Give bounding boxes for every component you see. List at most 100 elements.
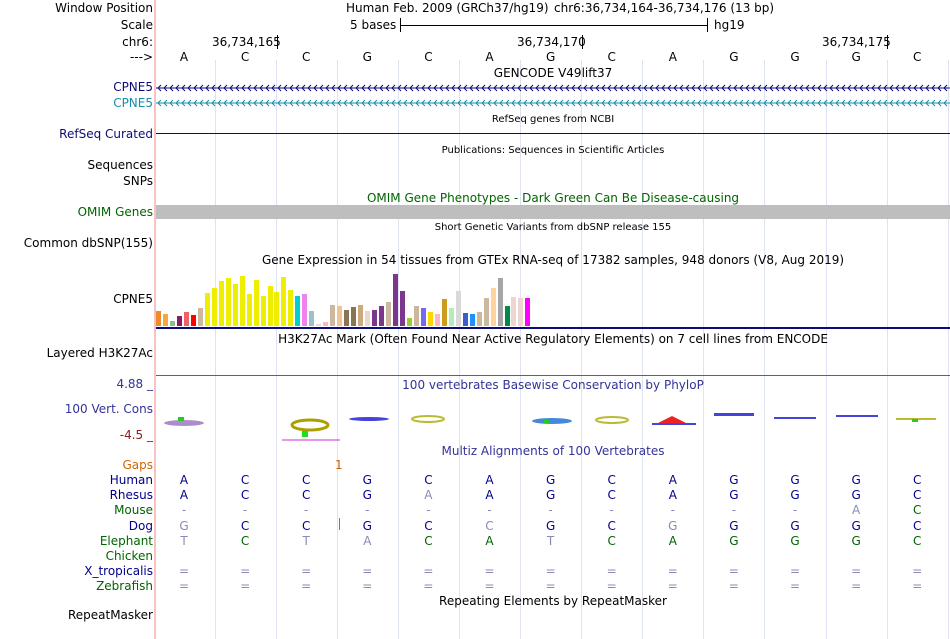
gtex-bar[interactable] — [156, 311, 161, 326]
alignment-base: A — [485, 533, 494, 548]
gtex-bar[interactable] — [393, 274, 398, 326]
gtex-bar[interactable] — [295, 296, 300, 326]
gtex-bar[interactable] — [316, 324, 321, 326]
dbsnp-track-title[interactable]: Short Genetic Variants from dbSNP releas… — [434, 222, 672, 233]
gtex-gene-label[interactable]: CPNE5 — [113, 292, 153, 306]
gtex-bar[interactable] — [372, 310, 377, 326]
species-label[interactable]: Human — [109, 473, 153, 487]
vert-cons-label[interactable]: 100 Vert. Cons — [64, 402, 153, 416]
cpne5-transcript-2[interactable] — [156, 97, 950, 109]
omim-track-title[interactable]: OMIM Gene Phenotypes - Dark Green Can Be… — [366, 191, 740, 205]
phylop-track-title[interactable]: 100 vertebrates Basewise Conservation by… — [402, 378, 704, 392]
common-dbsnp-label[interactable]: Common dbSNP(155) — [23, 236, 153, 250]
gtex-bar[interactable] — [505, 306, 510, 326]
gtex-bar[interactable] — [511, 297, 516, 326]
coord-tick-mark-2 — [582, 35, 583, 49]
gtex-bar[interactable] — [498, 278, 503, 326]
gtex-bar[interactable] — [205, 293, 210, 326]
gtex-bar[interactable] — [302, 294, 307, 326]
gtex-bar[interactable] — [281, 277, 286, 326]
gtex-bar[interactable] — [170, 321, 175, 326]
gtex-bar[interactable] — [219, 281, 224, 326]
gtex-bar[interactable] — [191, 315, 196, 326]
h3k27ac-track-title[interactable]: H3K27Ac Mark (Often Found Near Active Re… — [278, 332, 828, 346]
gtex-bar[interactable] — [198, 308, 203, 326]
gtex-bar[interactable] — [449, 308, 454, 326]
gtex-bar[interactable] — [435, 314, 440, 326]
omim-genes-label[interactable]: OMIM Genes — [77, 205, 153, 219]
gtex-bar[interactable] — [184, 312, 189, 326]
gtex-bar[interactable] — [288, 290, 293, 326]
repeatmasker-label[interactable]: RepeatMasker — [67, 608, 153, 622]
grid-line — [276, 60, 277, 639]
gtex-bar[interactable] — [491, 288, 496, 326]
gtex-bar[interactable] — [226, 278, 231, 326]
cpne5-gene-label-1[interactable]: CPNE5 — [113, 80, 153, 94]
refseq-track-title[interactable]: RefSeq genes from NCBI — [491, 114, 615, 125]
gtex-track-title[interactable]: Gene Expression in 54 tissues from GTEx … — [261, 253, 845, 267]
gtex-bar[interactable] — [484, 298, 489, 326]
gtex-bar[interactable] — [309, 311, 314, 326]
gtex-bar[interactable] — [379, 306, 384, 326]
base-letter: G — [362, 50, 372, 64]
gtex-bar[interactable] — [442, 299, 447, 326]
layered-h3k27ac-label[interactable]: Layered H3K27Ac — [46, 346, 153, 360]
gtex-bar[interactable] — [456, 291, 461, 326]
base-letter: A — [485, 50, 494, 64]
species-label[interactable]: Elephant — [99, 533, 153, 548]
omim-phenotype-bar[interactable] — [156, 205, 950, 219]
sequences-label[interactable]: Sequences — [87, 158, 153, 172]
gaps-label[interactable]: Gaps — [122, 458, 153, 472]
alignment-base: = — [912, 579, 923, 594]
gtex-bar[interactable] — [254, 280, 259, 326]
gtex-bar[interactable] — [470, 314, 475, 326]
alignment-base: A — [424, 488, 433, 503]
species-label[interactable]: Zebrafish — [96, 579, 153, 594]
gtex-bar[interactable] — [351, 307, 356, 326]
gtex-bar[interactable] — [323, 322, 328, 326]
gtex-bar[interactable] — [525, 298, 530, 326]
phylop-logo[interactable] — [156, 410, 950, 445]
gtex-bar[interactable] — [268, 286, 273, 326]
gtex-bar[interactable] — [386, 302, 391, 326]
gtex-bar[interactable] — [407, 318, 412, 326]
species-label[interactable]: Chicken — [105, 549, 153, 563]
gtex-bar[interactable] — [428, 312, 433, 326]
gtex-bar[interactable] — [414, 306, 419, 326]
gtex-bar[interactable] — [344, 310, 349, 326]
gtex-bar[interactable] — [274, 292, 279, 326]
gtex-bar[interactable] — [358, 305, 363, 326]
gtex-bar[interactable] — [463, 313, 468, 326]
gencode-track-title[interactable]: GENCODE V49lift37 — [493, 66, 613, 80]
alignment-base: A — [485, 488, 494, 503]
cpne5-gene-label-2[interactable]: CPNE5 — [113, 96, 153, 110]
species-label[interactable]: Rhesus — [109, 488, 153, 503]
alignment-base: G — [545, 518, 556, 533]
refseq-curated-label[interactable]: RefSeq Curated — [59, 127, 153, 141]
gtex-bar[interactable] — [330, 305, 335, 326]
cpne5-transcript-1[interactable] — [156, 82, 950, 94]
repeatmasker-track-title[interactable]: Repeating Elements by RepeatMasker — [439, 594, 667, 608]
gtex-bar[interactable] — [365, 311, 370, 326]
gtex-bar[interactable] — [337, 306, 342, 326]
coord-tick-mark-3 — [887, 35, 888, 49]
refseq-gene-line[interactable] — [156, 133, 950, 134]
species-label[interactable]: Dog — [128, 518, 153, 533]
species-label[interactable]: Mouse — [114, 503, 153, 518]
gtex-bar[interactable] — [240, 276, 245, 326]
publications-track-title[interactable]: Publications: Sequences in Scientific Ar… — [441, 145, 665, 156]
gtex-bar[interactable] — [421, 308, 426, 326]
gtex-bar[interactable] — [261, 296, 266, 326]
gtex-bar[interactable] — [247, 294, 252, 326]
alignment-base: G — [790, 518, 800, 533]
gtex-bar[interactable] — [212, 288, 217, 326]
gtex-bar[interactable] — [400, 291, 405, 326]
gtex-bar[interactable] — [477, 312, 482, 326]
gtex-bar[interactable] — [163, 314, 168, 326]
gtex-bar[interactable] — [177, 316, 182, 326]
gtex-bar[interactable] — [233, 284, 238, 326]
snps-label[interactable]: SNPs — [123, 174, 153, 188]
gtex-bar[interactable] — [518, 298, 523, 326]
multiz-track-title[interactable]: Multiz Alignments of 100 Vertebrates — [441, 444, 665, 458]
species-label[interactable]: X_tropicalis — [84, 564, 153, 579]
